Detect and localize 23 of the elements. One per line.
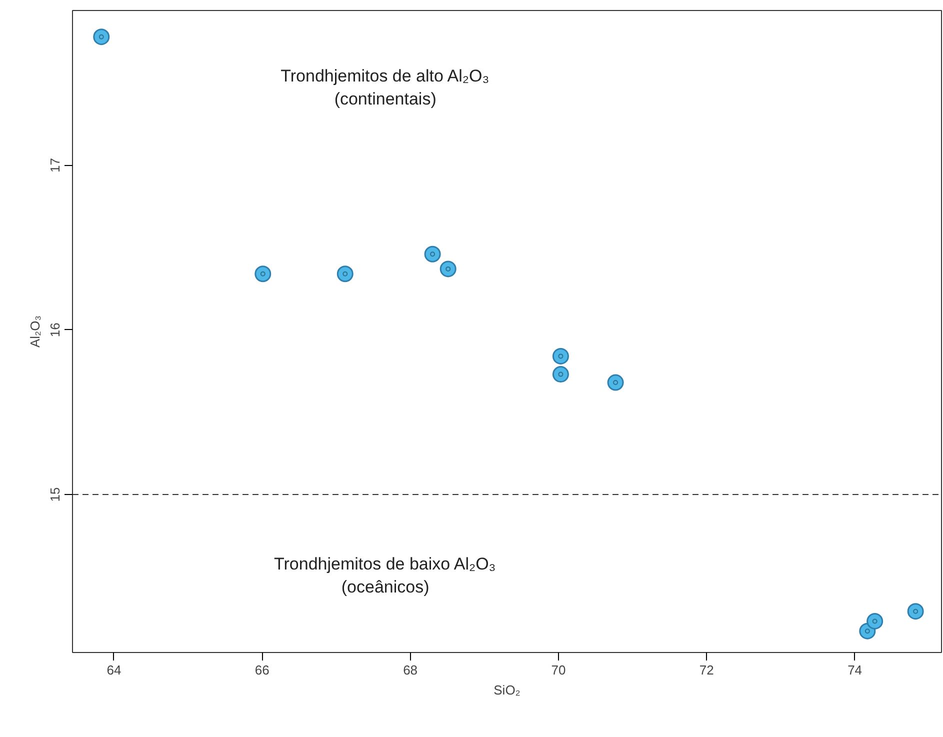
x-tick-label: 72 [699,662,714,678]
x-axis-title: SiO₂ [494,682,520,698]
point [254,266,272,282]
point [907,603,924,620]
y-tick-label: 16 [48,322,62,338]
point [607,374,624,391]
x-tick-label: 66 [254,662,270,678]
point [552,348,569,364]
x-tick-label: 68 [403,662,418,678]
point [336,266,354,282]
point [440,260,456,278]
point [93,28,110,46]
x-tick-label: 70 [551,662,566,678]
point [424,246,441,262]
y-tick-label: 15 [48,487,62,502]
point [866,612,884,630]
x-tick-label: 64 [106,662,122,678]
y-tick-label: 17 [48,158,62,172]
y-axis-title: Al₂O₃ [28,315,42,348]
point [552,366,569,383]
x-tick-label: 74 [848,662,862,678]
annotation: Trondhjemitos de alto Al₂O₃ (continentais) [280,66,490,108]
annotation: Trondhjemitos de baixo Al₂O₃ (oceânicos) [274,554,496,596]
